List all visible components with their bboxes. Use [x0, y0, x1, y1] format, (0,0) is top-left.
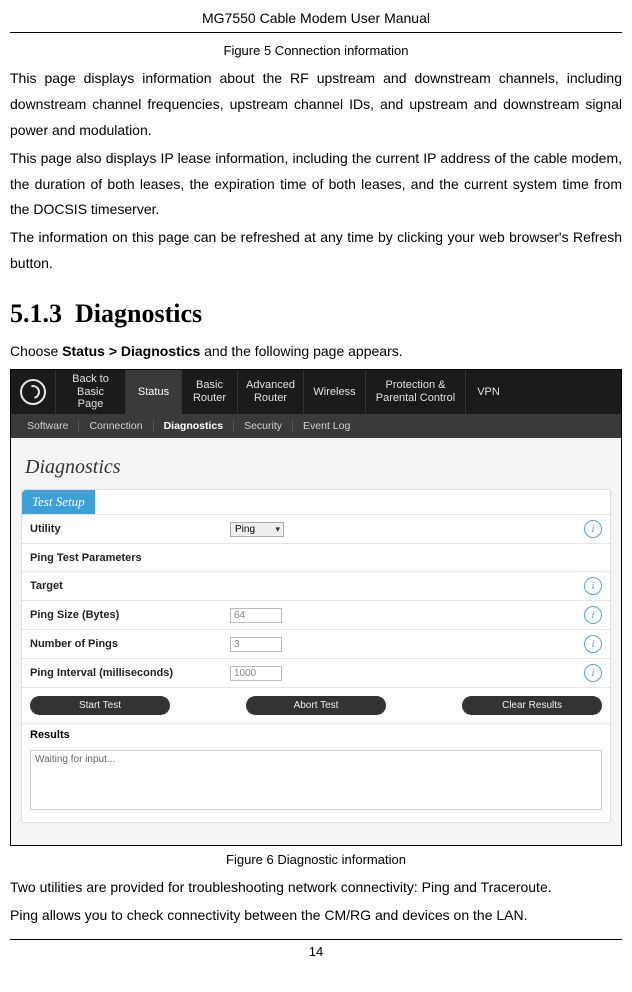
- nav-advanced-router[interactable]: Advanced Router: [237, 370, 303, 414]
- info-icon[interactable]: i: [584, 664, 602, 682]
- paragraph-1: This page displays information about the…: [10, 66, 622, 144]
- label-ping-size: Ping Size (Bytes): [30, 609, 230, 621]
- panel-title: Test Setup: [22, 490, 95, 514]
- clear-results-button[interactable]: Clear Results: [462, 696, 602, 715]
- info-icon[interactable]: i: [584, 635, 602, 653]
- after-p1: Two utilities are provided for troublesh…: [10, 875, 622, 901]
- label-ping-interval: Ping Interval (milliseconds): [30, 667, 230, 679]
- label-num-pings: Number of Pings: [30, 638, 230, 650]
- info-icon[interactable]: i: [584, 577, 602, 595]
- button-row: Start Test Abort Test Clear Results: [22, 687, 610, 723]
- nav-basic-router[interactable]: Basic Router: [181, 370, 237, 414]
- nav-back-to-basic[interactable]: Back to Basic Page: [55, 370, 125, 414]
- figure6-caption: Figure 6 Diagnostic information: [10, 852, 622, 867]
- row-ping-interval: Ping Interval (milliseconds) i: [22, 658, 610, 687]
- nav-wireless[interactable]: Wireless: [303, 370, 365, 414]
- info-icon[interactable]: i: [584, 520, 602, 538]
- instruction-suffix: and the following page appears.: [200, 343, 402, 359]
- page-number: 14: [10, 944, 622, 959]
- select-utility[interactable]: Ping: [230, 522, 284, 537]
- info-icon[interactable]: i: [584, 606, 602, 624]
- page-title: Diagnostics: [25, 456, 611, 479]
- sub-nav: Software Connection Diagnostics Security…: [11, 414, 621, 438]
- subnav-diagnostics[interactable]: Diagnostics: [154, 420, 235, 432]
- diagnostics-screenshot: Back to Basic Page Status Basic Router A…: [10, 369, 622, 846]
- footer-rule: [10, 939, 622, 940]
- row-target: Target i: [22, 571, 610, 600]
- input-num-pings[interactable]: [230, 637, 282, 652]
- label-utility: Utility: [30, 523, 230, 535]
- row-ping-size: Ping Size (Bytes) i: [22, 600, 610, 629]
- results-output: Waiting for input...: [30, 750, 602, 810]
- input-ping-size[interactable]: [230, 608, 282, 623]
- doc-header-title: MG7550 Cable Modem User Manual: [10, 10, 622, 26]
- subnav-event-log[interactable]: Event Log: [293, 420, 360, 432]
- section-number: 5.1.3: [10, 299, 62, 328]
- row-ping-params: Ping Test Parameters: [22, 543, 610, 571]
- label-target: Target: [30, 580, 230, 592]
- start-test-button[interactable]: Start Test: [30, 696, 170, 715]
- section-title: Diagnostics: [75, 299, 202, 328]
- input-ping-interval[interactable]: [230, 666, 282, 681]
- subnav-security[interactable]: Security: [234, 420, 293, 432]
- instruction-prefix: Choose: [10, 343, 62, 359]
- section-heading: 5.1.3 Diagnostics: [10, 299, 622, 329]
- paragraph-3: The information on this page can be refr…: [10, 225, 622, 277]
- row-utility: Utility Ping i: [22, 514, 610, 543]
- diagnostics-body: Diagnostics Test Setup Utility Ping i Pi…: [11, 438, 621, 845]
- label-ping-params: Ping Test Parameters: [30, 552, 230, 564]
- paragraph-2: This page also displays IP lease informa…: [10, 146, 622, 224]
- instruction-line: Choose Status > Diagnostics and the foll…: [10, 343, 622, 359]
- row-num-pings: Number of Pings i: [22, 629, 610, 658]
- figure5-caption: Figure 5 Connection information: [10, 43, 622, 58]
- nav-status[interactable]: Status: [125, 370, 181, 414]
- header-rule: [10, 32, 622, 33]
- abort-test-button[interactable]: Abort Test: [246, 696, 386, 715]
- top-nav: Back to Basic Page Status Basic Router A…: [11, 370, 621, 414]
- subnav-connection[interactable]: Connection: [79, 420, 153, 432]
- test-setup-panel: Test Setup Utility Ping i Ping Test Para…: [21, 489, 611, 823]
- subnav-software[interactable]: Software: [17, 420, 79, 432]
- after-p2: Ping allows you to check connectivity be…: [10, 903, 622, 929]
- nav-parental-control[interactable]: Protection & Parental Control: [365, 370, 465, 414]
- instruction-bold: Status > Diagnostics: [62, 343, 200, 359]
- results-label: Results: [22, 723, 610, 746]
- motorola-logo-icon: [20, 379, 46, 405]
- brand-logo: [11, 370, 55, 414]
- nav-vpn[interactable]: VPN: [465, 370, 511, 414]
